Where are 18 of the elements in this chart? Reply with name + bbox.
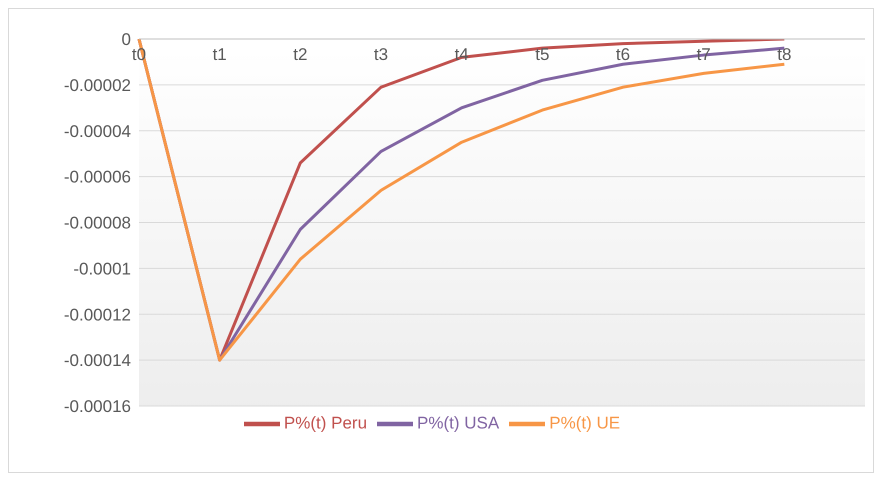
y-tick-label: -0.00012 (64, 305, 131, 324)
legend-label: P%(t) USA (417, 413, 500, 432)
x-tick-label: t5 (535, 45, 550, 64)
x-tick-label: t6 (616, 45, 630, 64)
y-tick-label: -0.00004 (64, 122, 131, 141)
y-tick-label: -0.00006 (64, 168, 131, 187)
y-tick-label: -0.00016 (64, 397, 131, 416)
y-tick-label: -0.00014 (64, 351, 131, 370)
legend-label: P%(t) Peru (284, 413, 368, 432)
legend-label: P%(t) UE (549, 413, 620, 432)
y-tick-label: -0.00008 (64, 214, 131, 233)
x-tick-label: t2 (293, 45, 308, 64)
x-tick-label: t1 (212, 45, 227, 64)
x-tick-label: t3 (374, 45, 388, 64)
x-tick-label: t8 (777, 45, 792, 64)
y-tick-label: 0 (122, 30, 131, 50)
y-tick-label: -0.0001 (73, 259, 131, 278)
y-tick-label: -0.00002 (64, 76, 131, 95)
